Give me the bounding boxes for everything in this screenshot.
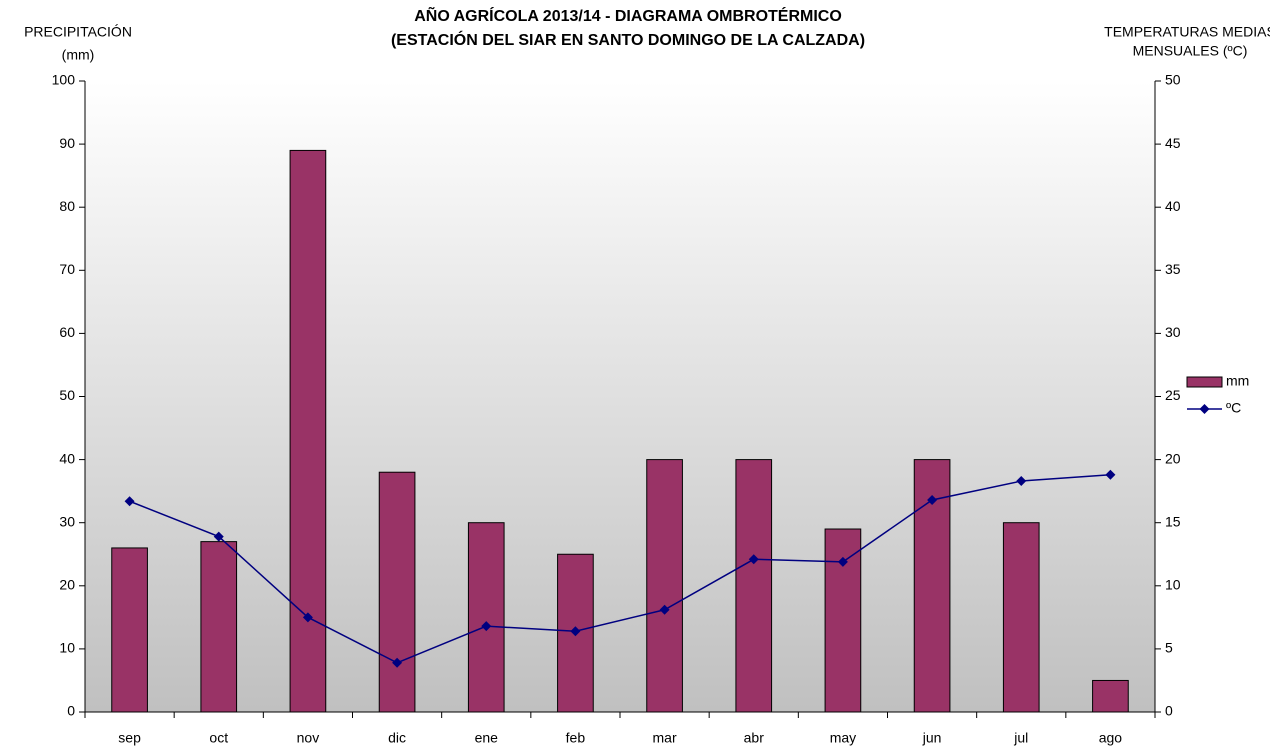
x-tick-label: mar (653, 730, 677, 746)
y2-tick-label: 5 (1165, 640, 1173, 656)
y-tick-label: 0 (67, 703, 75, 719)
chart-title: (ESTACIÓN DEL SIAR EN SANTO DOMINGO DE L… (391, 30, 865, 49)
x-tick-label: oct (209, 730, 228, 746)
y2-axis-title: MENSUALES (ºC) (1133, 43, 1248, 59)
bar (735, 459, 773, 713)
marker (302, 612, 313, 623)
marker (1016, 476, 1027, 487)
marker (481, 621, 492, 632)
y-tick-label: 70 (59, 261, 75, 277)
x-tick-label: ago (1099, 730, 1123, 746)
y-axis-title: PRECIPITACIÓN (24, 24, 132, 40)
x-tick-label: may (830, 730, 856, 746)
x-tick-label: jun (922, 730, 942, 746)
y-tick-label: 60 (59, 324, 75, 340)
legend-swatch (1186, 376, 1223, 388)
x-tick-label: feb (566, 730, 586, 746)
x-tick-label: abr (744, 730, 765, 746)
y2-tick-label: 15 (1165, 513, 1181, 529)
marker (837, 556, 848, 567)
bar (200, 541, 238, 713)
bar (467, 522, 505, 713)
plot-area (85, 81, 1155, 712)
line (129, 473, 1111, 664)
y-tick-label: 100 (52, 72, 76, 88)
marker (748, 554, 759, 565)
y2-tick-label: 30 (1165, 324, 1181, 340)
marker (392, 657, 403, 668)
x-tick-label: ene (475, 730, 499, 746)
bar (111, 547, 148, 713)
x-tick-label: dic (388, 730, 406, 746)
legend-label: mm (1226, 373, 1249, 389)
chart-title: AÑO AGRÍCOLA 2013/14 - DIAGRAMA OMBROTÉR… (414, 5, 842, 25)
y2-tick-label: 50 (1165, 72, 1181, 88)
marker (659, 604, 670, 615)
bar (646, 459, 683, 713)
bar (1092, 679, 1129, 713)
y2-tick-label: 20 (1165, 450, 1181, 466)
y-tick-label: 90 (59, 135, 75, 151)
y2-tick-label: 35 (1165, 261, 1181, 277)
legend-swatch (1199, 404, 1210, 414)
y-tick-label: 30 (59, 513, 75, 529)
y2-axis-title: TEMPERATURAS MEDIAS (1104, 24, 1270, 40)
y-axis-title: (mm) (62, 47, 95, 63)
y2-tick-label: 10 (1165, 577, 1181, 593)
y-tick-label: 20 (59, 577, 75, 593)
x-tick-label: jul (1013, 730, 1028, 746)
y2-tick-label: 25 (1165, 387, 1181, 403)
y2-tick-label: 0 (1165, 703, 1173, 719)
marker (213, 531, 224, 542)
bar (1002, 522, 1040, 713)
bar (378, 471, 416, 713)
y-tick-label: 50 (59, 387, 75, 403)
x-tick-label: nov (297, 730, 320, 746)
y-tick-label: 10 (59, 640, 75, 656)
marker (1105, 469, 1116, 480)
bar (824, 528, 862, 713)
bar (289, 149, 327, 713)
marker (570, 626, 581, 637)
marker (927, 494, 938, 505)
y2-tick-label: 40 (1165, 198, 1181, 214)
y2-tick-label: 45 (1165, 135, 1181, 151)
x-tick-label: sep (118, 730, 141, 746)
y-tick-label: 40 (59, 450, 75, 466)
legend-label: ºC (1226, 400, 1241, 416)
y-tick-label: 80 (59, 198, 75, 214)
marker (124, 496, 135, 507)
